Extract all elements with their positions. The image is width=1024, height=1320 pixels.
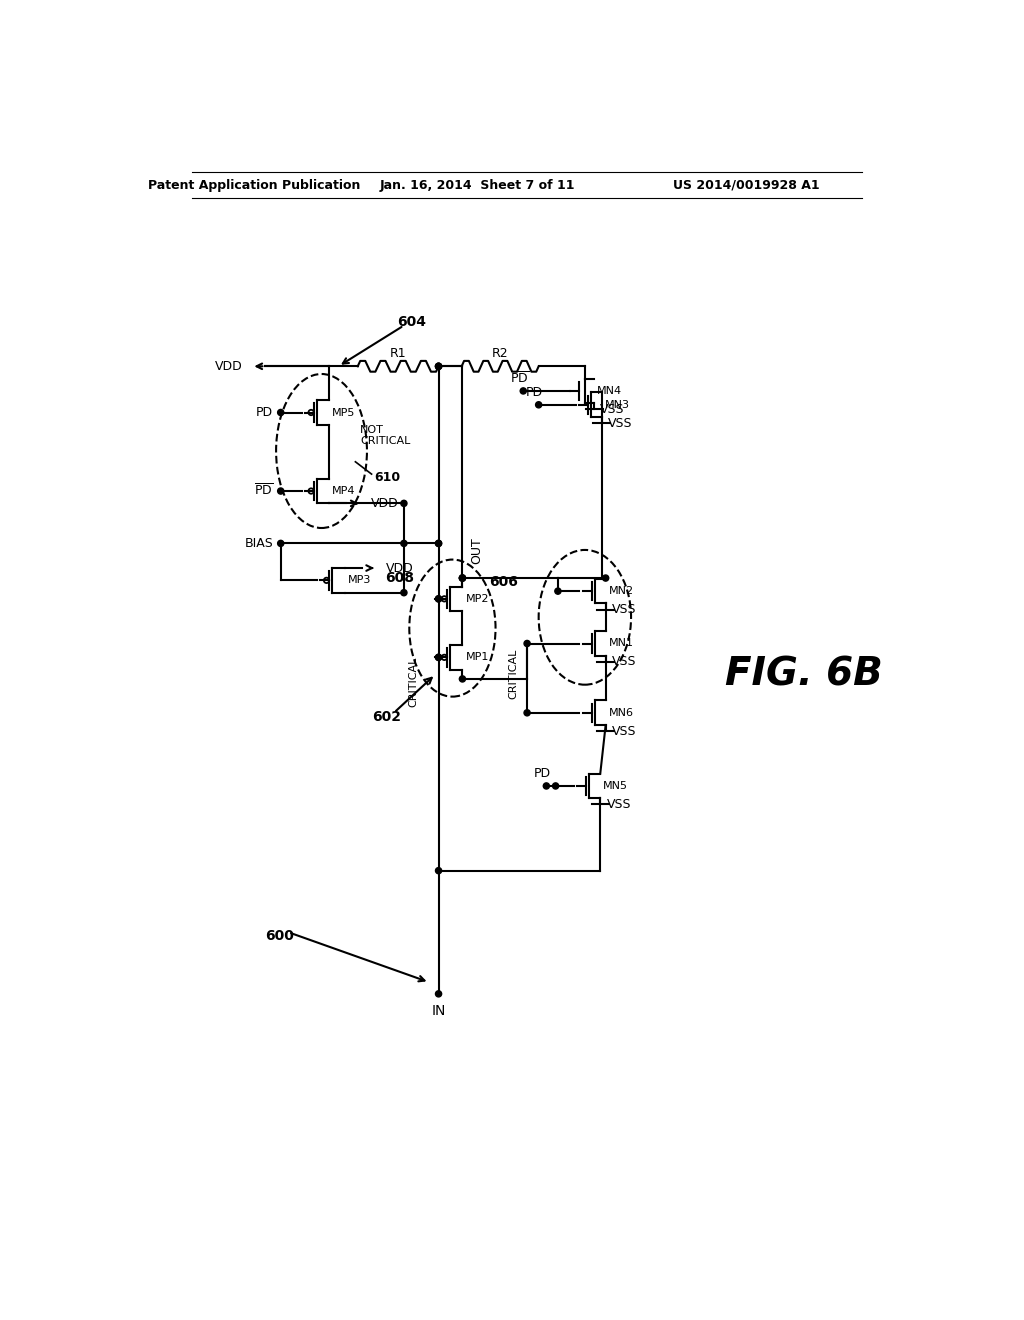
Text: 600: 600 — [265, 929, 294, 942]
Circle shape — [544, 783, 550, 789]
Circle shape — [435, 595, 441, 602]
Text: PD: PD — [526, 385, 544, 399]
Text: MP5: MP5 — [333, 408, 355, 417]
Text: VSS: VSS — [608, 417, 633, 430]
Circle shape — [435, 655, 441, 660]
Text: VSS: VSS — [611, 656, 636, 668]
Text: VSS: VSS — [611, 725, 636, 738]
Circle shape — [400, 540, 407, 546]
Circle shape — [520, 388, 526, 395]
Text: PD: PD — [256, 407, 273, 418]
Text: MN1: MN1 — [608, 639, 634, 648]
Text: MP4: MP4 — [333, 486, 355, 496]
Circle shape — [435, 363, 441, 370]
Text: FIG. 6B: FIG. 6B — [725, 655, 883, 693]
Circle shape — [278, 409, 284, 416]
Text: 608: 608 — [385, 572, 414, 585]
Text: NOT
CRITICAL: NOT CRITICAL — [360, 425, 411, 446]
Circle shape — [460, 576, 466, 581]
Text: VSS: VSS — [600, 403, 625, 416]
Circle shape — [602, 576, 608, 581]
Text: VSS: VSS — [611, 603, 636, 616]
Text: MN5: MN5 — [603, 781, 629, 791]
Text: R1: R1 — [389, 347, 407, 360]
Circle shape — [536, 401, 542, 408]
Circle shape — [400, 590, 407, 595]
Text: $\overline{\rm PD}$: $\overline{\rm PD}$ — [254, 483, 273, 499]
Circle shape — [435, 991, 441, 997]
Text: VSS: VSS — [606, 797, 631, 810]
Text: Patent Application Publication: Patent Application Publication — [147, 178, 360, 191]
Text: IN: IN — [431, 1003, 445, 1018]
Circle shape — [435, 363, 441, 370]
Circle shape — [435, 363, 441, 370]
Text: PD: PD — [534, 767, 551, 780]
Text: R2: R2 — [492, 347, 509, 360]
Circle shape — [460, 676, 466, 682]
Text: VDD: VDD — [371, 496, 398, 510]
Circle shape — [524, 640, 530, 647]
Text: MN3: MN3 — [605, 400, 630, 409]
Text: VDD: VDD — [386, 561, 414, 574]
Circle shape — [435, 540, 441, 546]
Text: MN4: MN4 — [597, 385, 623, 396]
Circle shape — [460, 576, 466, 581]
Circle shape — [278, 488, 284, 494]
Text: MN2: MN2 — [608, 586, 634, 597]
Circle shape — [435, 867, 441, 874]
Text: 604: 604 — [397, 314, 426, 329]
Circle shape — [435, 540, 441, 546]
Text: 610: 610 — [374, 471, 400, 484]
Text: US 2014/0019928 A1: US 2014/0019928 A1 — [673, 178, 820, 191]
Text: $\overline{\rm PD}$: $\overline{\rm PD}$ — [510, 371, 529, 387]
Text: VDD: VDD — [214, 360, 243, 372]
Circle shape — [524, 710, 530, 715]
Circle shape — [435, 655, 441, 660]
Text: 602: 602 — [372, 710, 400, 723]
Text: CRITICAL: CRITICAL — [409, 657, 418, 708]
Text: 606: 606 — [489, 576, 518, 589]
Text: MP3: MP3 — [348, 576, 371, 585]
Circle shape — [553, 783, 559, 789]
Text: CRITICAL: CRITICAL — [508, 649, 518, 700]
Text: Jan. 16, 2014  Sheet 7 of 11: Jan. 16, 2014 Sheet 7 of 11 — [379, 178, 574, 191]
Text: MP1: MP1 — [466, 652, 488, 663]
Text: MP2: MP2 — [466, 594, 489, 603]
Circle shape — [460, 576, 466, 581]
Circle shape — [555, 589, 561, 594]
Text: BIAS: BIAS — [245, 537, 273, 550]
Circle shape — [278, 540, 284, 546]
Text: OUT: OUT — [470, 537, 482, 565]
Circle shape — [400, 500, 407, 507]
Text: MN6: MN6 — [608, 708, 634, 718]
Circle shape — [435, 595, 441, 602]
